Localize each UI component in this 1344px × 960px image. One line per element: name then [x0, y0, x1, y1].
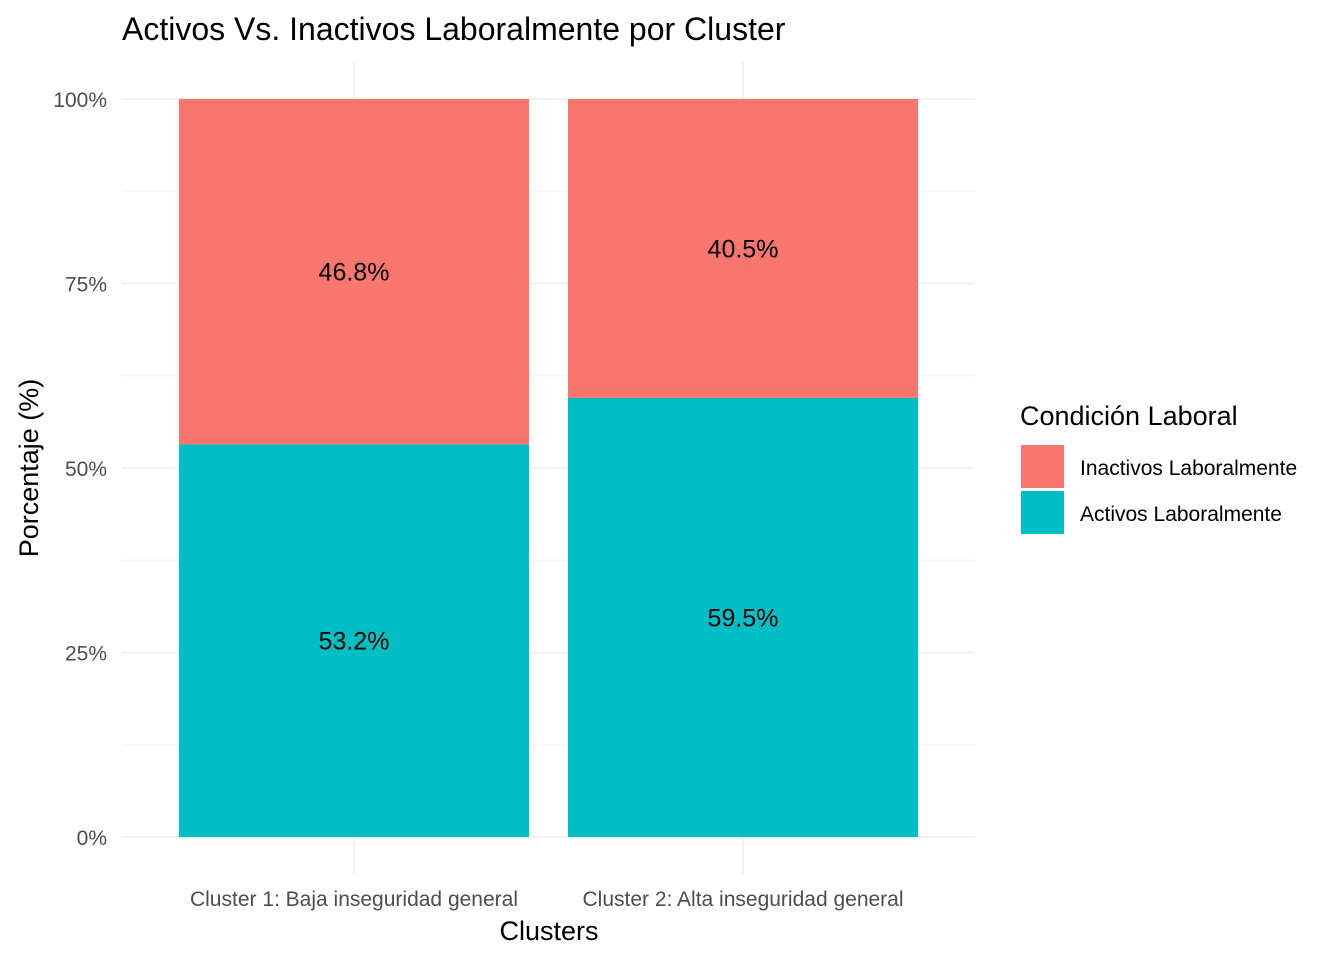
bar-segment [179, 444, 529, 837]
bar-segment [179, 99, 529, 445]
y-tick-label: 75% [65, 274, 107, 297]
chart-title: Activos Vs. Inactivos Laboralmente por C… [122, 11, 786, 47]
bar-label-layer: 53.2% 46.8% 59.5% 40.5% [319, 235, 779, 655]
x-axis-title: Clusters [499, 916, 598, 946]
bar-value-label: 59.5% [708, 604, 779, 632]
bar-segment [568, 397, 918, 837]
bar-layer [179, 99, 918, 837]
legend-title: Condición Laboral [1020, 401, 1238, 431]
legend: Condición Laboral Inactivos Laboralmente… [1020, 401, 1297, 534]
y-axis-title: Porcentaje (%) [14, 379, 44, 558]
legend-swatch [1021, 445, 1064, 488]
bar-segment [568, 99, 918, 398]
axis-layer: 0% 25% 50% 75% 100% Cluster 1: Baja insegurid… [53, 89, 903, 911]
bar-value-label: 53.2% [319, 628, 390, 656]
y-tick-label: 100% [53, 89, 107, 112]
legend-swatch [1021, 491, 1064, 534]
y-tick-label: 0% [77, 827, 107, 850]
x-tick-label: Cluster 2: Alta inseguridad general [582, 888, 903, 911]
y-tick-label: 25% [65, 643, 107, 666]
y-tick-label: 50% [65, 458, 107, 481]
bar-value-label: 40.5% [708, 235, 779, 263]
bar-value-label: 46.8% [319, 259, 390, 287]
x-tick-label: Cluster 1: Baja inseguridad general [190, 888, 518, 911]
legend-label: Activos Laboralmente [1080, 503, 1282, 526]
legend-label: Inactivos Laboralmente [1080, 457, 1297, 480]
